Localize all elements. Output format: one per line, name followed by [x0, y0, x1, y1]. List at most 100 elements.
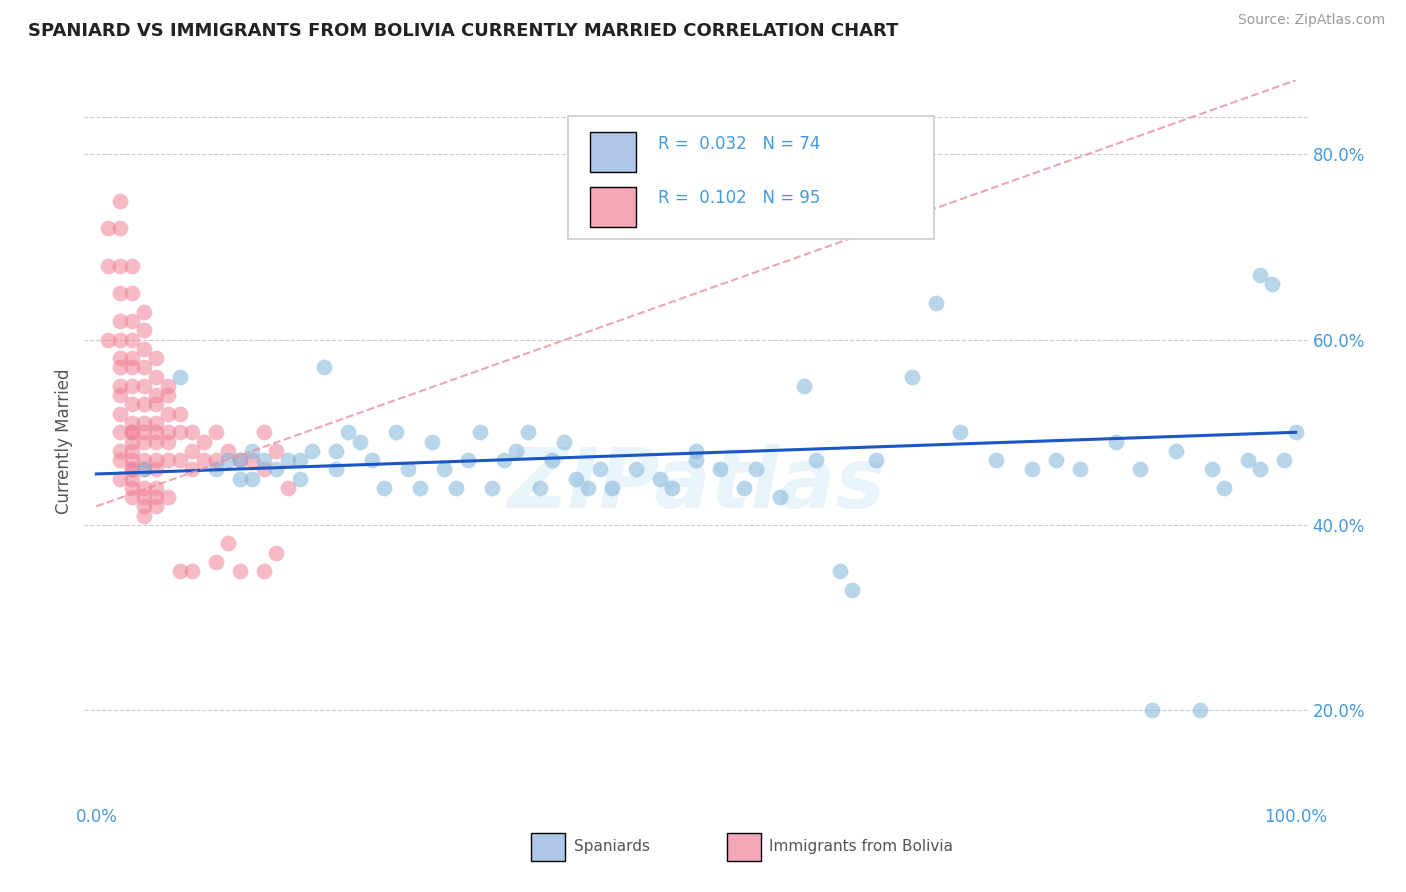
- Point: [157, 434, 180, 449]
- Text: Immigrants from Bolivia: Immigrants from Bolivia: [769, 839, 953, 855]
- Point: [277, 453, 299, 467]
- Point: [337, 425, 360, 440]
- Point: [1212, 481, 1234, 495]
- Point: [110, 333, 132, 347]
- Point: [576, 481, 599, 495]
- Point: [110, 453, 132, 467]
- Point: [121, 360, 143, 375]
- Point: [121, 472, 143, 486]
- Point: [217, 536, 239, 550]
- Point: [901, 369, 924, 384]
- Point: [1105, 434, 1128, 449]
- Point: [769, 490, 792, 504]
- Point: [121, 425, 143, 440]
- Point: [253, 564, 276, 578]
- Point: [494, 453, 516, 467]
- Point: [110, 443, 132, 458]
- Point: [420, 434, 443, 449]
- Point: [145, 388, 167, 402]
- Point: [290, 453, 312, 467]
- Point: [949, 425, 972, 440]
- Point: [97, 333, 120, 347]
- Point: [1260, 277, 1282, 291]
- Point: [685, 443, 707, 458]
- Point: [264, 546, 287, 560]
- Point: [1069, 462, 1091, 476]
- Point: [121, 314, 143, 328]
- Point: [481, 481, 503, 495]
- Point: [121, 259, 143, 273]
- Point: [121, 379, 143, 393]
- Point: [468, 425, 491, 440]
- Point: [745, 462, 768, 476]
- Point: [517, 425, 540, 440]
- Point: [134, 416, 156, 430]
- Point: [110, 351, 132, 366]
- Point: [134, 305, 156, 319]
- Point: [134, 490, 156, 504]
- Point: [110, 379, 132, 393]
- FancyBboxPatch shape: [531, 833, 565, 861]
- Point: [145, 425, 167, 440]
- Point: [396, 462, 419, 476]
- Point: [181, 443, 204, 458]
- Point: [181, 425, 204, 440]
- Point: [301, 443, 323, 458]
- Point: [205, 462, 228, 476]
- Point: [157, 379, 180, 393]
- Point: [145, 481, 167, 495]
- Point: [1188, 703, 1211, 717]
- Point: [733, 481, 755, 495]
- Point: [229, 564, 252, 578]
- Text: ZIPatlas: ZIPatlas: [508, 444, 884, 525]
- Point: [97, 259, 120, 273]
- Y-axis label: Currently Married: Currently Married: [55, 368, 73, 515]
- Point: [505, 443, 527, 458]
- Point: [1201, 462, 1223, 476]
- Point: [134, 434, 156, 449]
- Point: [121, 490, 143, 504]
- Point: [145, 434, 167, 449]
- Point: [240, 443, 263, 458]
- Point: [121, 453, 143, 467]
- Point: [157, 407, 180, 421]
- Text: R =  0.102   N = 95: R = 0.102 N = 95: [658, 189, 821, 207]
- Point: [121, 462, 143, 476]
- Text: Source: ZipAtlas.com: Source: ZipAtlas.com: [1237, 13, 1385, 28]
- Point: [1129, 462, 1152, 476]
- Point: [145, 397, 167, 411]
- Point: [1045, 453, 1067, 467]
- Point: [553, 434, 575, 449]
- Point: [134, 360, 156, 375]
- Point: [349, 434, 371, 449]
- Point: [1140, 703, 1163, 717]
- Point: [121, 434, 143, 449]
- Point: [121, 286, 143, 301]
- Point: [169, 453, 191, 467]
- Point: [984, 453, 1007, 467]
- Point: [181, 462, 204, 476]
- Point: [709, 462, 731, 476]
- Point: [121, 425, 143, 440]
- Point: [624, 462, 647, 476]
- Point: [121, 462, 143, 476]
- Point: [110, 314, 132, 328]
- Text: Spaniards: Spaniards: [574, 839, 650, 855]
- Point: [841, 582, 863, 597]
- Point: [134, 379, 156, 393]
- Point: [110, 286, 132, 301]
- Point: [277, 481, 299, 495]
- Point: [110, 360, 132, 375]
- Point: [134, 453, 156, 467]
- Point: [169, 369, 191, 384]
- Point: [110, 194, 132, 208]
- Text: R =  0.032   N = 74: R = 0.032 N = 74: [658, 135, 821, 153]
- FancyBboxPatch shape: [589, 133, 636, 172]
- Point: [169, 425, 191, 440]
- Point: [217, 443, 239, 458]
- Point: [229, 453, 252, 467]
- Point: [110, 388, 132, 402]
- Point: [325, 443, 347, 458]
- Point: [134, 500, 156, 514]
- Point: [229, 472, 252, 486]
